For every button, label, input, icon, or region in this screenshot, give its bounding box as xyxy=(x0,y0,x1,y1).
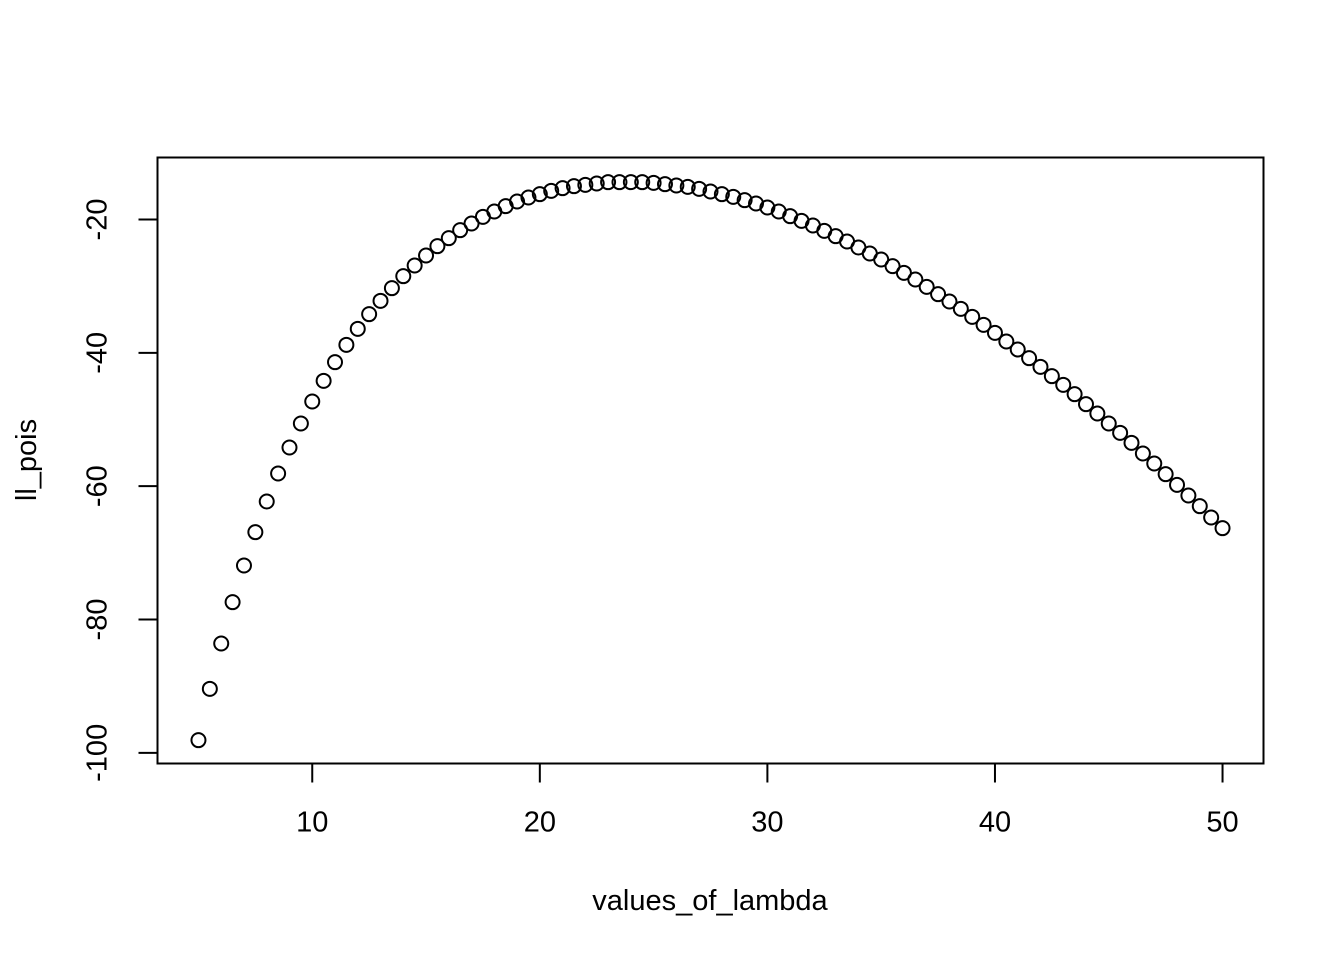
data-point xyxy=(668,177,685,194)
data-point xyxy=(1100,415,1117,432)
x-tick-label: 50 xyxy=(1206,807,1238,839)
data-point xyxy=(691,180,708,197)
y-tick-label: -60 xyxy=(82,465,114,507)
data-point xyxy=(1055,376,1072,393)
x-tick-label: 20 xyxy=(524,807,556,839)
data-point xyxy=(565,178,582,195)
y-tick-label: -100 xyxy=(82,724,114,782)
data-point xyxy=(634,174,651,191)
data-point xyxy=(986,324,1003,341)
data-point xyxy=(224,594,241,611)
data-point xyxy=(1146,455,1163,472)
data-point xyxy=(270,465,287,482)
data-point xyxy=(292,415,309,432)
y-tick-label: -40 xyxy=(82,332,114,374)
x-tick-label: 30 xyxy=(751,807,783,839)
data-point xyxy=(235,557,252,574)
data-point xyxy=(998,333,1015,350)
data-point xyxy=(258,493,275,510)
data-point xyxy=(748,195,765,212)
data-point xyxy=(713,186,730,203)
data-point xyxy=(702,183,719,200)
plot-frame xyxy=(156,156,1265,765)
data-point xyxy=(315,372,332,389)
data-point xyxy=(1203,509,1220,526)
data-point xyxy=(964,308,981,325)
y-tick-label: -20 xyxy=(82,199,114,241)
data-point xyxy=(975,316,992,333)
y-axis-label: ll_pois xyxy=(11,419,43,501)
data-point xyxy=(213,635,230,652)
data-point xyxy=(907,271,924,288)
data-point xyxy=(679,178,696,195)
data-point xyxy=(1180,487,1197,504)
data-point xyxy=(1077,396,1094,413)
data-point xyxy=(406,257,423,274)
data-point xyxy=(247,524,264,541)
data-points xyxy=(190,174,1231,749)
data-point xyxy=(531,186,548,203)
data-point xyxy=(952,300,969,317)
data-point xyxy=(930,286,947,303)
data-point xyxy=(656,176,673,193)
data-point xyxy=(520,189,537,206)
data-point xyxy=(543,182,560,199)
data-point xyxy=(611,174,628,191)
data-point xyxy=(736,192,753,209)
data-point xyxy=(1157,466,1174,483)
data-point xyxy=(327,354,344,371)
y-axis: -100 -80 -60 -40 -20 xyxy=(82,199,159,782)
data-point xyxy=(645,174,662,191)
data-point xyxy=(304,393,321,410)
data-point xyxy=(1043,368,1060,385)
data-point xyxy=(281,439,298,456)
data-point xyxy=(759,199,776,216)
x-axis: 10 20 30 40 50 xyxy=(296,762,1239,839)
y-tick-label: -80 xyxy=(82,599,114,641)
data-point xyxy=(577,176,594,193)
data-point xyxy=(1009,341,1026,358)
data-point xyxy=(1032,358,1049,375)
x-tick-label: 10 xyxy=(296,807,328,839)
data-point xyxy=(201,680,218,697)
data-point xyxy=(941,293,958,310)
data-point xyxy=(349,320,366,337)
data-point xyxy=(554,180,571,197)
data-point xyxy=(1089,405,1106,422)
data-point xyxy=(1169,476,1186,493)
data-point xyxy=(372,292,389,309)
data-point xyxy=(588,175,605,192)
data-point xyxy=(600,174,617,191)
data-point xyxy=(1112,424,1129,441)
data-point xyxy=(1191,498,1208,515)
data-point xyxy=(395,268,412,285)
data-point xyxy=(1214,520,1231,537)
data-point xyxy=(622,174,639,191)
data-point xyxy=(1123,434,1140,451)
data-point xyxy=(361,306,378,323)
data-point xyxy=(1021,350,1038,367)
x-tick-label: 40 xyxy=(979,807,1011,839)
data-point xyxy=(440,230,457,247)
data-point xyxy=(1134,445,1151,462)
data-point xyxy=(725,188,742,205)
data-point xyxy=(509,193,526,210)
data-point xyxy=(418,247,435,264)
data-point xyxy=(918,278,935,295)
x-axis-label: values_of_lambda xyxy=(592,885,828,917)
data-point xyxy=(1066,386,1083,403)
data-point xyxy=(190,732,207,749)
data-point xyxy=(338,336,355,353)
data-point xyxy=(429,238,446,255)
data-point xyxy=(383,280,400,297)
